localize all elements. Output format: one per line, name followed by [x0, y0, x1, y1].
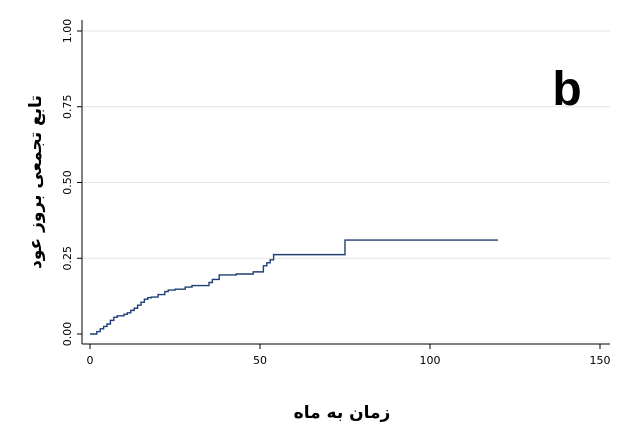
- x-tick-label-2: 100: [420, 354, 441, 367]
- series-line-0: [90, 239, 498, 335]
- y-tick-label-0: 0.00: [61, 322, 74, 347]
- x-tick-label-1: 50: [253, 354, 267, 367]
- x-tick-label-3: 150: [590, 354, 611, 367]
- y-tick-label-3: 0.75: [61, 95, 74, 120]
- y-tick-label-4: 1.00: [61, 19, 74, 44]
- grid-lines: [83, 30, 610, 259]
- x-tick-label-0: 0: [87, 354, 94, 367]
- tick-marks: 0.00 0.25 0.50 0.75 1.00 0 50 100 150: [61, 19, 611, 367]
- x-axis-title: زمان به ماه: [294, 403, 391, 423]
- y-tick-label-1: 0.25: [61, 246, 74, 271]
- y-tick-label-2: 0.50: [61, 170, 74, 195]
- panel-label: b: [552, 63, 581, 116]
- y-axis-title: تابع تجمعی بروز عود: [26, 95, 46, 269]
- series-group: [90, 239, 498, 335]
- plot-area-background: [82, 30, 610, 344]
